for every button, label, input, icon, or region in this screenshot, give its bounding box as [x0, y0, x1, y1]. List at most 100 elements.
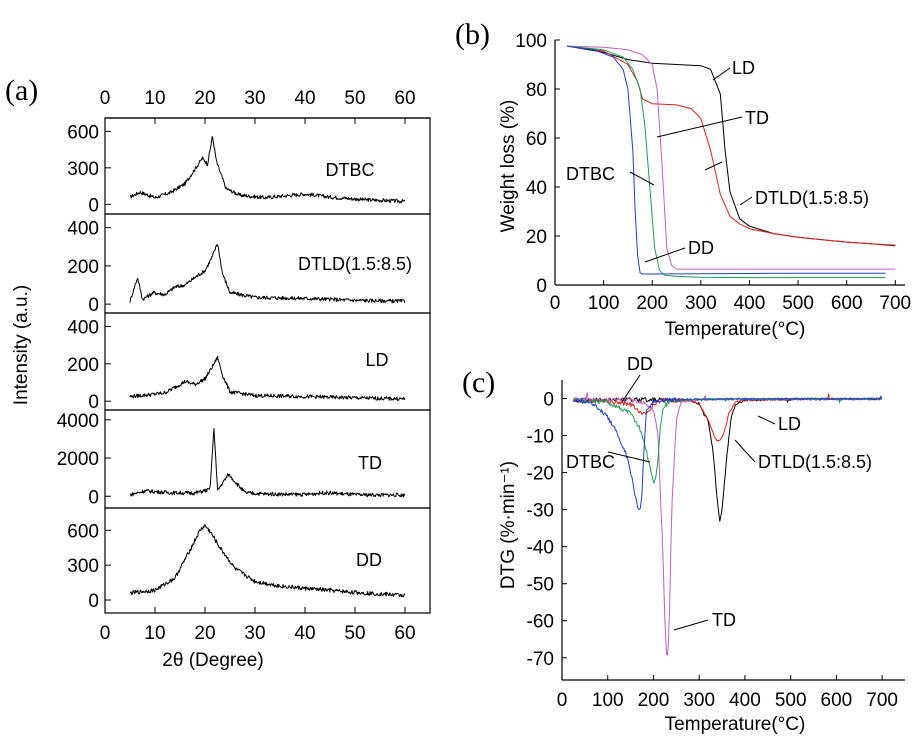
panel-b: (b) 0 100 200 300 400 500 600 700 0 20 40 60 80 100 T…: [455, 18, 911, 340]
panel-b-series-dtbc: [567, 45, 886, 275]
panel-b-label: (b): [455, 18, 490, 51]
annotation-leader: [734, 439, 756, 463]
panel-b-xtick-label: 100: [588, 293, 620, 314]
panel-c-xlabel: Temperature(°C): [665, 714, 806, 735]
panel-a-ytick-label-ld: 400: [67, 317, 99, 338]
panel-a-top-tick-label: 20: [194, 88, 215, 109]
panel-a-frame-dd: [104, 507, 431, 614]
panel-a-pattern-dtbc: [129, 136, 406, 204]
annotation-leader: [607, 451, 651, 463]
panel-a-ytick-label-td: 4000: [57, 411, 99, 432]
panel-c: (c) 0 100 200 300 400 500 600 700 0 -10 -20 -30 -40 -…: [462, 366, 905, 735]
panel-a: (a) 0 10 20 30 40 50 600 10 20 30 40 50 600300600DTB…: [5, 74, 431, 671]
annotation-b-ld: LD: [732, 58, 755, 78]
panel-a-series-label-dd: DD: [356, 550, 382, 570]
annotation-leader: [629, 171, 655, 186]
annotation-c-dtld: DTLD(1.5:8.5): [758, 452, 872, 472]
panel-a-ytick-label-dtbc: 600: [67, 122, 99, 143]
panel-c-ylabel: DTG (%·min⁻¹): [498, 461, 519, 589]
panel-b-ytick-label: 60: [526, 129, 547, 150]
panel-b-xtick-label: 500: [782, 293, 814, 314]
panel-a-ytick-label-dd: 300: [67, 556, 99, 577]
panel-c-xtick-label: 100: [592, 690, 624, 711]
panel-a-bottom-tick-label: 50: [344, 623, 365, 644]
panel-a-ytick-label-dtld: 400: [67, 219, 99, 240]
panel-a-top-tick-label: 60: [394, 88, 415, 109]
panel-a-bottom-tick-label: 40: [294, 623, 315, 644]
panel-a-bottom-tick-label: 20: [194, 623, 215, 644]
annotation-leader: [704, 161, 723, 171]
panel-b-ytick-label: 0: [536, 276, 547, 297]
panel-b-xtick-label: 600: [831, 293, 863, 314]
panel-c-ytick-label: -70: [527, 649, 554, 670]
panel-a-top-tick-label: 50: [344, 88, 365, 109]
panel-a-series-label-dtbc: DTBC: [326, 160, 375, 180]
annotation-b-dtld: DTLD(1.5:8.5): [755, 188, 869, 208]
panel-b-xtick-label: 300: [685, 293, 717, 314]
panel-a-ytick-label-dtbc: 0: [88, 195, 99, 216]
panel-b-xtick-label: 700: [879, 293, 911, 314]
panel-c-xtick-label: 300: [683, 690, 715, 711]
panel-b-ylabel: Weight loss (%): [498, 100, 519, 233]
annotation-leader: [712, 67, 731, 81]
panel-a-xlabel: 2θ (Degree): [162, 650, 263, 671]
panel-a-ytick-label-ld: 0: [88, 392, 99, 413]
panel-b-plot: 0 100 200 300 400 500 600 700 0 20 40 60 80 100: [515, 31, 911, 314]
panel-a-bottom-tick-label: 60: [394, 623, 415, 644]
panel-c-xtick-label: 500: [775, 690, 807, 711]
panel-c-xtick-label: 200: [638, 690, 670, 711]
panel-c-xtick-label: 400: [729, 690, 761, 711]
panel-a-pattern-ld: [129, 355, 406, 402]
panel-b-xtick-label: 400: [734, 293, 766, 314]
panel-c-ytick-label: 0: [543, 390, 554, 411]
panel-b-xlabel: Temperature(°C): [665, 319, 806, 340]
panel-a-series-label-ld: LD: [365, 350, 388, 370]
panel-b-series-td: [567, 45, 896, 270]
annotation-c-dd: DD: [627, 354, 653, 374]
panel-c-xtick-label: 0: [557, 690, 568, 711]
panel-c-series-dtld: [572, 393, 882, 442]
panel-a-series-label-td: TD: [358, 453, 382, 473]
panel-c-annotations: DD LD DTBC DTLD(1.5:8.5) TD: [566, 354, 872, 631]
panel-c-plot: 0 100 200 300 400 500 600 700 0 -10 -20 -30 -40 -50 -6…: [527, 380, 905, 711]
panel-c-ytick-label: -30: [527, 501, 554, 522]
panel-a-bottom-tick-label: 30: [244, 623, 265, 644]
panel-a-top-tick-label: 40: [294, 88, 315, 109]
annotation-leader: [673, 619, 709, 631]
panel-c-ytick-label: -60: [527, 612, 554, 633]
panel-a-ytick-label-dd: 600: [67, 521, 99, 542]
panel-b-ytick-label: 80: [526, 80, 547, 101]
panel-b-xtick-label: 200: [636, 293, 668, 314]
panel-c-xtick-label: 700: [866, 690, 898, 711]
panel-a-ytick-label-td: 0: [88, 487, 99, 508]
annotation-c-ld: LD: [778, 414, 801, 434]
annotation-b-dtbc: DTBC: [566, 164, 615, 184]
panel-a-label: (a): [5, 74, 38, 107]
panel-a-pattern-dd: [129, 524, 406, 598]
annotation-b-dd: DD: [688, 238, 714, 258]
panel-a-ytick-label-dtbc: 300: [67, 159, 99, 180]
panel-c-ytick-label: -50: [527, 575, 554, 596]
panel-a-bottom-tick-label: 10: [144, 623, 165, 644]
panel-c-ytick-label: -20: [527, 464, 554, 485]
panel-b-ytick-label: 20: [526, 227, 547, 248]
panel-b-ytick-label: 100: [515, 31, 547, 52]
panel-a-pattern-td: [129, 428, 406, 498]
panel-a-plot: 0 10 20 30 40 50 600 10 20 30 40 50 600300600DTBC020…: [57, 88, 431, 644]
panel-c-ytick-label: -10: [527, 427, 554, 448]
panel-a-ytick-label-ld: 200: [67, 355, 99, 376]
panel-a-frame-dtbc: [104, 117, 431, 215]
panel-a-ytick-label-td: 2000: [57, 449, 99, 470]
panel-a-top-tick-label: 0: [100, 88, 111, 109]
annotation-leader: [739, 196, 753, 206]
annotation-c-td: TD: [712, 610, 736, 630]
panel-b-annotations: LD TD DTBC DTLD(1.5:8.5) DD: [566, 58, 869, 263]
annotation-leader: [621, 374, 641, 403]
panel-c-series-dtbc: [573, 395, 883, 510]
panel-a-top-tick-label: 10: [144, 88, 165, 109]
annotation-leader: [644, 247, 686, 263]
panel-a-ytick-label-dtld: 0: [88, 295, 99, 316]
panel-a-bottom-tick-label: 0: [100, 623, 111, 644]
panel-b-ytick-label: 40: [526, 178, 547, 199]
annotation-leader: [757, 415, 776, 425]
